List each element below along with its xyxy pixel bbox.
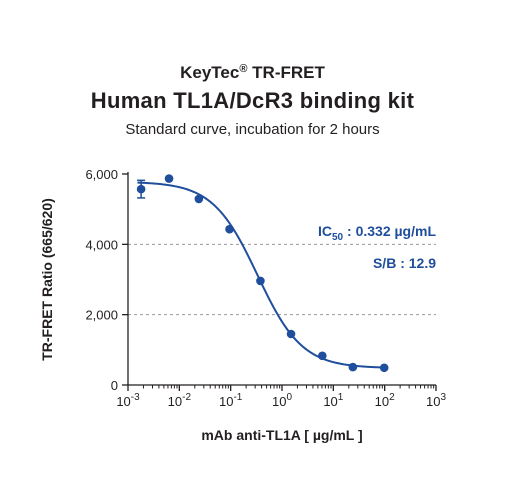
x-tick-label: 103	[426, 392, 446, 409]
y-tick-label: 4,000	[85, 237, 118, 252]
y-axis-title: TR-FRET Ratio (665/620)	[39, 198, 55, 361]
ic50-subscript: 50	[332, 232, 344, 243]
x-tick-label: 101	[323, 392, 343, 409]
x-tick-label: 10-1	[219, 392, 243, 409]
registered-mark: ®	[239, 63, 248, 75]
brand-name: KeyTec	[180, 63, 240, 82]
data-point	[136, 184, 146, 194]
data-point	[256, 276, 265, 286]
x-tick-label: 100	[272, 392, 292, 409]
fit-curve-layer	[137, 181, 386, 369]
data-point	[318, 351, 327, 361]
y-tick-label: 2,000	[85, 308, 118, 323]
chart-subtitle: Standard curve, incubation for 2 hours	[125, 121, 380, 138]
sb-annotation: S/B : 12.9	[373, 255, 436, 271]
x-axis-title: mAb anti-TL1A [ µg/mL ]	[201, 427, 362, 443]
tick-labels: 0 2,000 4,000 6,000 10-3 10-2 10-1 100 101 102 103	[85, 167, 446, 409]
brand-line: KeyTec® TR-FRET	[0, 62, 505, 84]
y-tick-label: 6,000	[85, 167, 118, 182]
data-point	[225, 224, 234, 234]
ic50-label: IC	[318, 223, 332, 239]
chart-title: Human TL1A/DcR3 binding kit	[90, 88, 415, 113]
x-tick-label: 10-3	[116, 392, 140, 409]
x-tick-label: 10-2	[168, 392, 192, 409]
x-tick-label: 102	[375, 392, 395, 409]
ic50-annotation: IC50 : 0.332 µg/mL	[318, 223, 436, 243]
fit-curve	[137, 181, 386, 369]
data-point	[194, 194, 204, 204]
ic50-value: : 0.332 µg/mL	[343, 223, 436, 239]
data-point	[379, 363, 389, 373]
data-point	[348, 362, 358, 372]
chart-header: KeyTec® TR-FRET Human TL1A/DcR3 binding …	[0, 62, 505, 141]
data-points	[136, 174, 389, 373]
axes	[122, 172, 437, 391]
brand-suffix: TR-FRET	[247, 63, 325, 82]
data-point	[164, 174, 174, 183]
data-point	[286, 329, 296, 339]
y-tick-label: 0	[111, 378, 118, 393]
